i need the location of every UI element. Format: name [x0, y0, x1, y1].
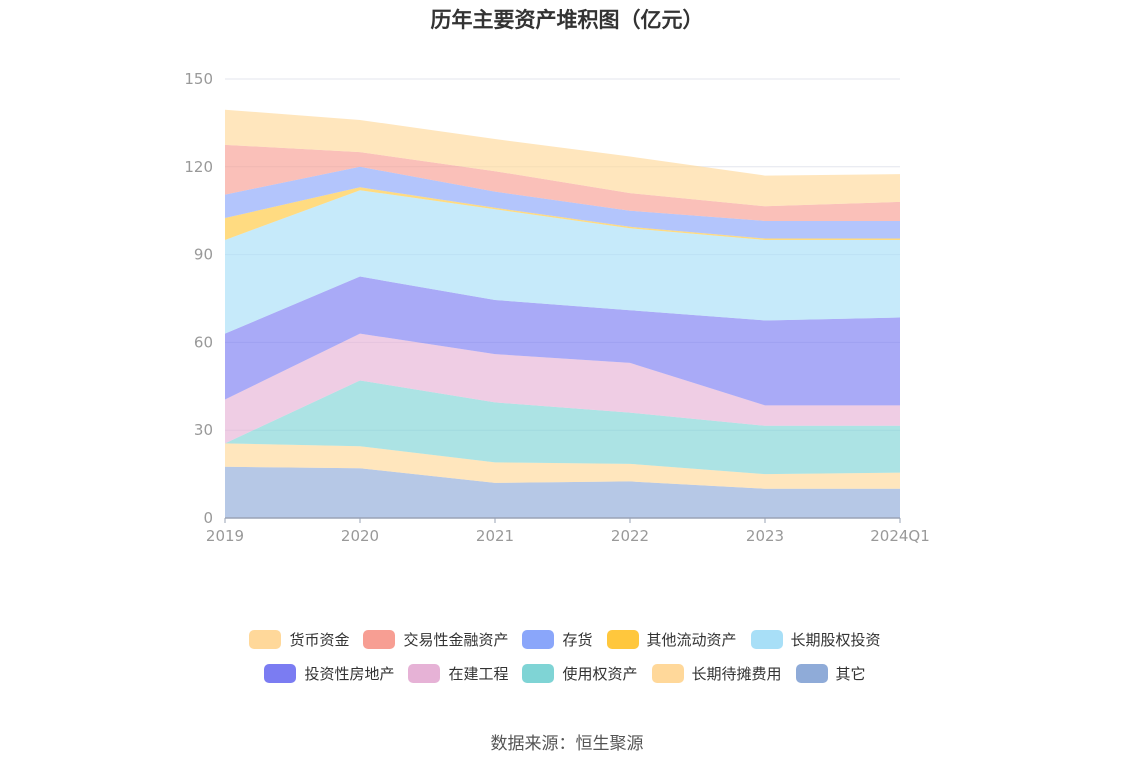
- y-tick-label: 60: [194, 333, 213, 351]
- legend-item[interactable]: 在建工程: [408, 662, 508, 684]
- legend-label: 存货: [562, 630, 593, 649]
- area-series-9: [225, 109, 900, 207]
- legend-swatch: [606, 629, 639, 649]
- x-tick-label: 2021: [476, 527, 514, 545]
- legend-swatch: [750, 629, 783, 649]
- legend-label: 投资性房地产: [304, 664, 395, 683]
- chart-title: 历年主要资产堆积图（亿元）: [430, 8, 704, 32]
- legend-label: 其他流动资产: [646, 630, 737, 649]
- area-series-5: [225, 190, 900, 334]
- legend-swatch: [408, 663, 441, 683]
- area-series-2: [225, 380, 900, 475]
- x-tick-label: 2020: [341, 527, 379, 545]
- legend-swatch: [522, 629, 555, 649]
- legend-label: 使用权资产: [562, 664, 638, 683]
- y-tick-label: 30: [194, 421, 213, 439]
- area-series: [225, 109, 900, 518]
- legend-item[interactable]: 长期待摊费用: [651, 662, 782, 684]
- legend-swatch: [651, 663, 684, 683]
- legend-item[interactable]: 长期股权投资: [750, 628, 881, 650]
- area-series-3: [225, 333, 900, 444]
- legend-item[interactable]: 货币资金: [249, 628, 349, 650]
- legend-swatch: [264, 663, 297, 683]
- area-series-0: [225, 466, 900, 518]
- legend-label: 货币资金: [289, 630, 350, 649]
- axes: 0 30 60 90 120 150 2019 2020 2021 2022 2023 2024Q1: [184, 70, 929, 545]
- x-tick-label: 2022: [611, 527, 649, 545]
- legend-swatch: [522, 663, 555, 683]
- y-tick-label: 0: [203, 509, 213, 527]
- legend-item[interactable]: 投资性房地产: [264, 662, 394, 684]
- stacked-area-chart: 0 30 60 90 120 150 2019 2020 2021 2022 2023 2024Q1: [184, 70, 929, 545]
- legend-item[interactable]: 其它: [795, 662, 866, 684]
- x-tick-label: 2023: [746, 527, 784, 545]
- area-series-1: [225, 443, 900, 489]
- legend-item[interactable]: 存货: [522, 628, 593, 650]
- legend: 货币资金 交易性金融资产 存货 其他流动资产 长期股权投资投资性房地产 在建工程 使用权资产…: [200, 628, 930, 684]
- legend-swatch: [795, 663, 828, 683]
- legend-swatch: [249, 629, 282, 649]
- legend-label: 其它: [835, 664, 866, 683]
- legend-item[interactable]: 其他流动资产: [606, 628, 737, 650]
- area-series-4: [225, 276, 900, 406]
- y-tick-label: 150: [184, 70, 213, 88]
- legend-label: 交易性金融资产: [403, 630, 509, 649]
- legend-swatch: [363, 629, 396, 649]
- legend-label: 在建工程: [448, 664, 509, 683]
- legend-item[interactable]: 交易性金融资产: [363, 628, 508, 650]
- x-tick-label: 2019: [206, 527, 244, 545]
- y-tick-label: 90: [194, 246, 213, 264]
- area-series-8: [225, 144, 900, 221]
- data-source: 数据来源：恒生聚源: [490, 734, 644, 754]
- y-tick-label: 120: [184, 158, 213, 176]
- x-tick-label: 2024Q1: [870, 527, 930, 545]
- legend-item[interactable]: 使用权资产: [522, 662, 638, 684]
- legend-label: 长期待摊费用: [691, 664, 782, 683]
- area-series-7: [225, 166, 900, 239]
- legend-label: 长期股权投资: [790, 630, 881, 649]
